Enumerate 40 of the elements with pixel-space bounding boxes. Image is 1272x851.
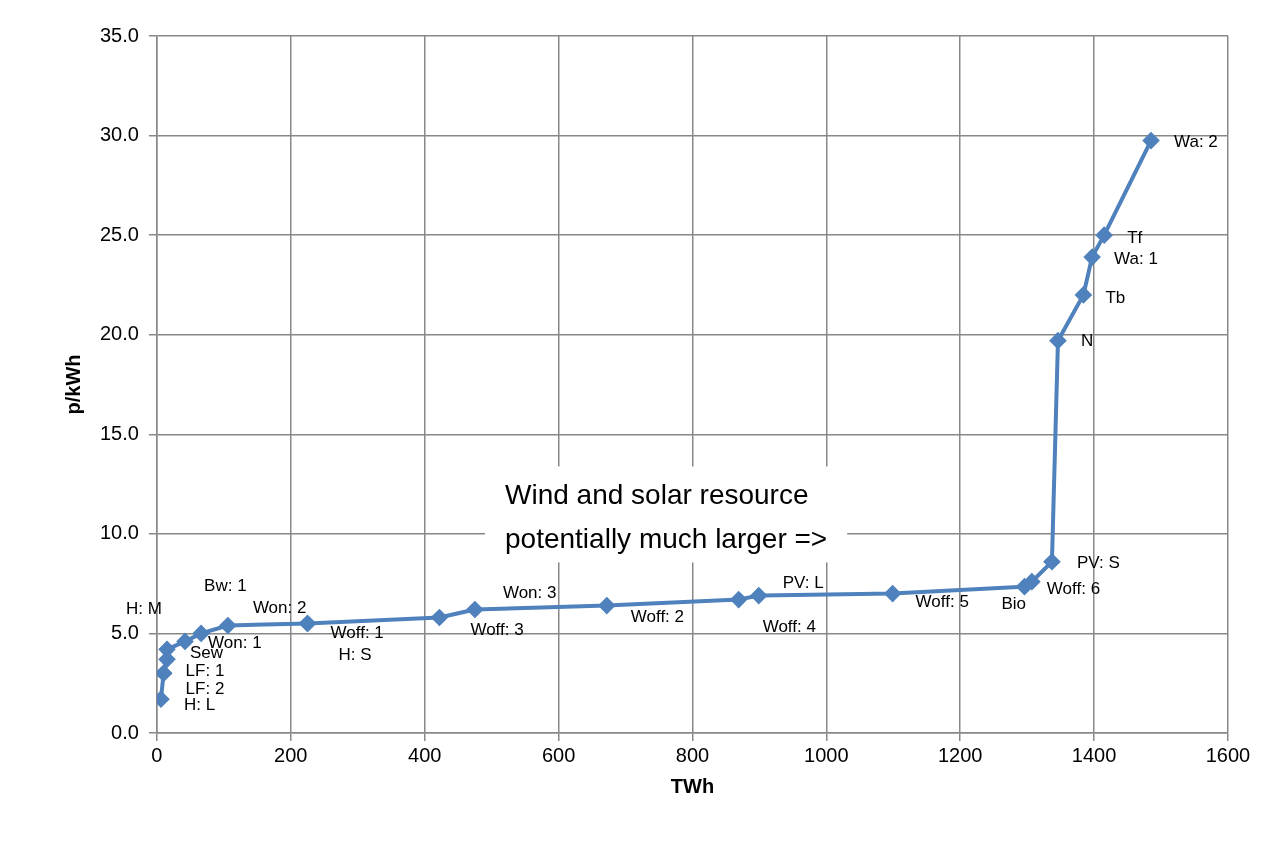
annotation: Woff: 1 [330,623,384,643]
x-tick-label: 400 [408,743,442,766]
x-tick-label: 1000 [804,743,849,766]
annotation: Wa: 1 [1114,248,1158,268]
annotation: Woff: 6 [1046,579,1101,599]
annotation: Wind and solar resource potentially much larger => [505,479,828,555]
x-tick-label: 200 [274,743,308,766]
y-tick-label: 10.0 [99,521,139,544]
annotation: H: M [125,599,162,619]
annotation: Woff: 3 [470,620,524,640]
x-tick-label: 1200 [937,743,983,766]
annotation: N [1080,331,1094,351]
x-tick-label: 800 [675,743,710,766]
annotation: Wa: 2 [1174,132,1218,152]
annotation: Bio [1001,594,1027,614]
annotation: Tb [1105,287,1126,307]
annotation: Woff: 5 [915,592,969,612]
x-tick-label: 600 [541,743,576,766]
x-tick-label: 1600 [1205,743,1251,766]
y-tick-label: 20.0 [99,322,139,345]
y-tick-label: 35.0 [99,23,139,46]
y-tick-label: 15.0 [99,421,139,444]
annotation: Bw: 1 [204,576,247,596]
annotation: Woff: 4 [762,617,816,637]
annotation: Woff: 2 [630,607,685,627]
annotation: H: S [338,645,372,665]
y-tick-label: 5.0 [111,620,139,643]
y-tick-label: 25.0 [99,222,139,245]
y-tick-label: 0.0 [111,720,139,743]
annotation: LF: 1 [185,660,225,680]
annotation: PV: L [782,573,824,593]
y-axis-title: p/kWh [61,354,84,415]
x-tick-label: 1400 [1071,743,1117,766]
x-axis-title: TWh [670,774,715,797]
annotation: Won: 3 [502,583,557,603]
y-tick-label: 30.0 [99,123,139,146]
annotation: Tf [1127,227,1143,247]
x-tick-label: 0 [151,743,163,766]
annotation: Won: 2 [252,598,307,618]
annotation: PV: S [1076,553,1120,573]
